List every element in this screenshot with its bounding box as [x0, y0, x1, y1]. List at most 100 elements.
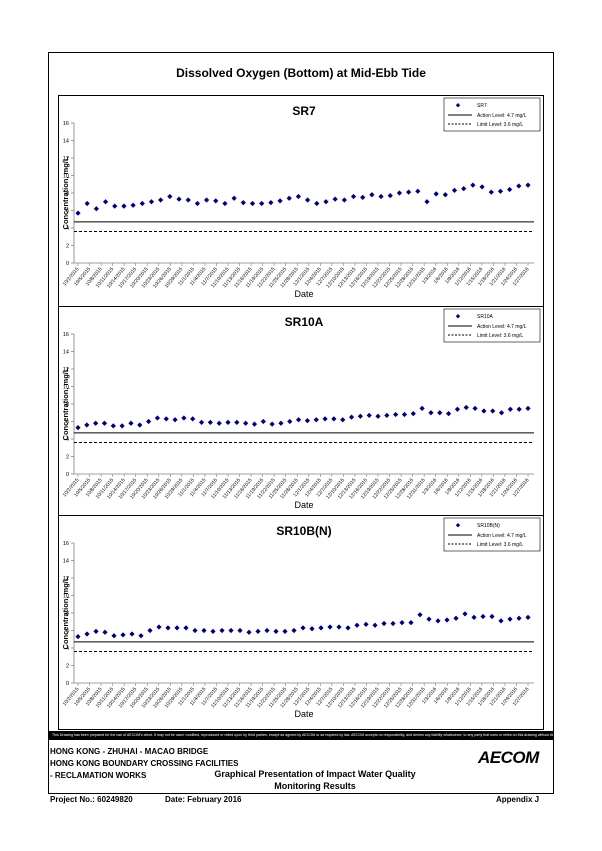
data-point: [341, 197, 347, 203]
data-point: [234, 419, 240, 425]
y-tick-label: 4: [66, 226, 69, 232]
data-point: [322, 416, 328, 422]
data-point: [119, 423, 125, 429]
data-point: [369, 192, 375, 198]
data-point: [318, 625, 324, 631]
data-point: [462, 611, 468, 617]
data-point: [336, 624, 342, 630]
data-point: [130, 202, 136, 208]
x-axis-label: Date: [294, 500, 313, 510]
data-point: [471, 614, 477, 620]
legend: SR10A Action Level: 4.7 mg/L Limit Level: …: [443, 308, 541, 343]
data-point: [479, 184, 485, 190]
y-tick-label: 0: [66, 261, 69, 267]
data-point: [378, 193, 384, 200]
data-point: [174, 625, 180, 631]
data-point: [381, 620, 387, 627]
data-point: [453, 615, 459, 621]
data-point: [154, 415, 161, 421]
data-point: [470, 182, 476, 188]
data-point: [390, 620, 396, 627]
data-point: [350, 193, 357, 200]
data-point: [194, 200, 200, 207]
y-axis-label: Concentration, mg/L: [61, 156, 70, 229]
y-tick-label: 2: [66, 664, 69, 670]
data-point: [331, 416, 337, 422]
data-point: [314, 200, 320, 207]
data-point: [148, 199, 155, 205]
y-tick-label: 10: [63, 594, 69, 600]
data-point: [435, 618, 441, 624]
data-point: [201, 627, 207, 634]
project-number: Project No.: 60249820: [50, 795, 133, 804]
y-tick-label: 4: [66, 646, 69, 652]
legend-entry-limit: Limit Level: 3.6 mg/L: [477, 542, 523, 548]
data-point: [461, 186, 467, 192]
legend-entry-series: SR7: [477, 103, 487, 109]
data-point: [384, 412, 390, 418]
data-point: [121, 203, 127, 209]
data-point: [147, 627, 153, 634]
data-point: [332, 196, 338, 202]
y-tick-label: 14: [63, 139, 69, 145]
data-point: [167, 193, 173, 200]
data-point: [451, 187, 458, 193]
chart-title: SR10A: [285, 315, 324, 329]
data-point: [525, 614, 531, 620]
data-point: [222, 200, 228, 207]
data-point: [219, 627, 225, 634]
chart-panel-sr10bn: SR10B(N) 0 2 4 6 8 10 12 14 16 Concentration, mg/L…: [58, 515, 544, 730]
data-point: [507, 406, 513, 412]
y-tick-label: 10: [63, 385, 69, 391]
data-point: [410, 411, 416, 417]
data-point: [203, 197, 210, 203]
y-tick-label: 12: [63, 576, 69, 582]
y-tick-label: 6: [66, 420, 69, 426]
legend-entry-series: SR10B(N): [477, 523, 500, 529]
data-point: [225, 419, 231, 425]
data-point: [75, 425, 81, 431]
legend-entry-action: Action Level: 4.7 mg/L: [477, 324, 527, 330]
data-point: [360, 194, 366, 200]
data-point: [454, 406, 461, 412]
data-point: [246, 629, 252, 635]
data-point: [183, 625, 189, 631]
data-point: [110, 423, 116, 429]
data-point: [304, 418, 311, 424]
data-point: [207, 419, 213, 425]
y-axis-label: Concentration, mg/L: [61, 576, 70, 649]
y-tick-label: 4: [66, 437, 69, 443]
data-point: [192, 627, 198, 634]
data-point: [243, 420, 249, 426]
data-point: [210, 628, 216, 634]
data-point: [415, 188, 421, 194]
data-point: [433, 191, 439, 197]
data-point: [84, 631, 90, 637]
project-line-1: HONG KONG - ZHUHAI - MACAO BRIDGE: [50, 747, 209, 756]
data-point: [309, 626, 315, 632]
main-title: Dissolved Oxygen (Bottom) at Mid-Ebb Tid…: [176, 66, 426, 80]
data-point: [128, 420, 134, 426]
project-line-3: - RECLAMATION WORKS: [50, 771, 147, 780]
data-point: [498, 618, 504, 624]
data-point: [137, 422, 143, 428]
data-point: [472, 405, 478, 411]
data-point: [401, 411, 408, 418]
data-point: [327, 624, 333, 630]
appendix-label: Appendix J: [496, 795, 540, 804]
y-tick-label: 6: [66, 629, 69, 635]
data-point: [269, 421, 275, 427]
data-point: [251, 421, 258, 427]
data-point: [213, 198, 219, 204]
data-point: [84, 422, 90, 428]
data-point: [198, 419, 205, 425]
data-point: [93, 420, 99, 426]
data-point: [345, 625, 351, 631]
data-point: [348, 414, 355, 420]
y-tick-label: 16: [63, 541, 69, 547]
data-point: [516, 406, 522, 412]
data-point: [93, 206, 99, 212]
project-line-2: HONG KONG BOUNDARY CROSSING FACILITIES: [50, 759, 239, 768]
data-point: [408, 620, 414, 626]
data-point: [354, 622, 360, 628]
